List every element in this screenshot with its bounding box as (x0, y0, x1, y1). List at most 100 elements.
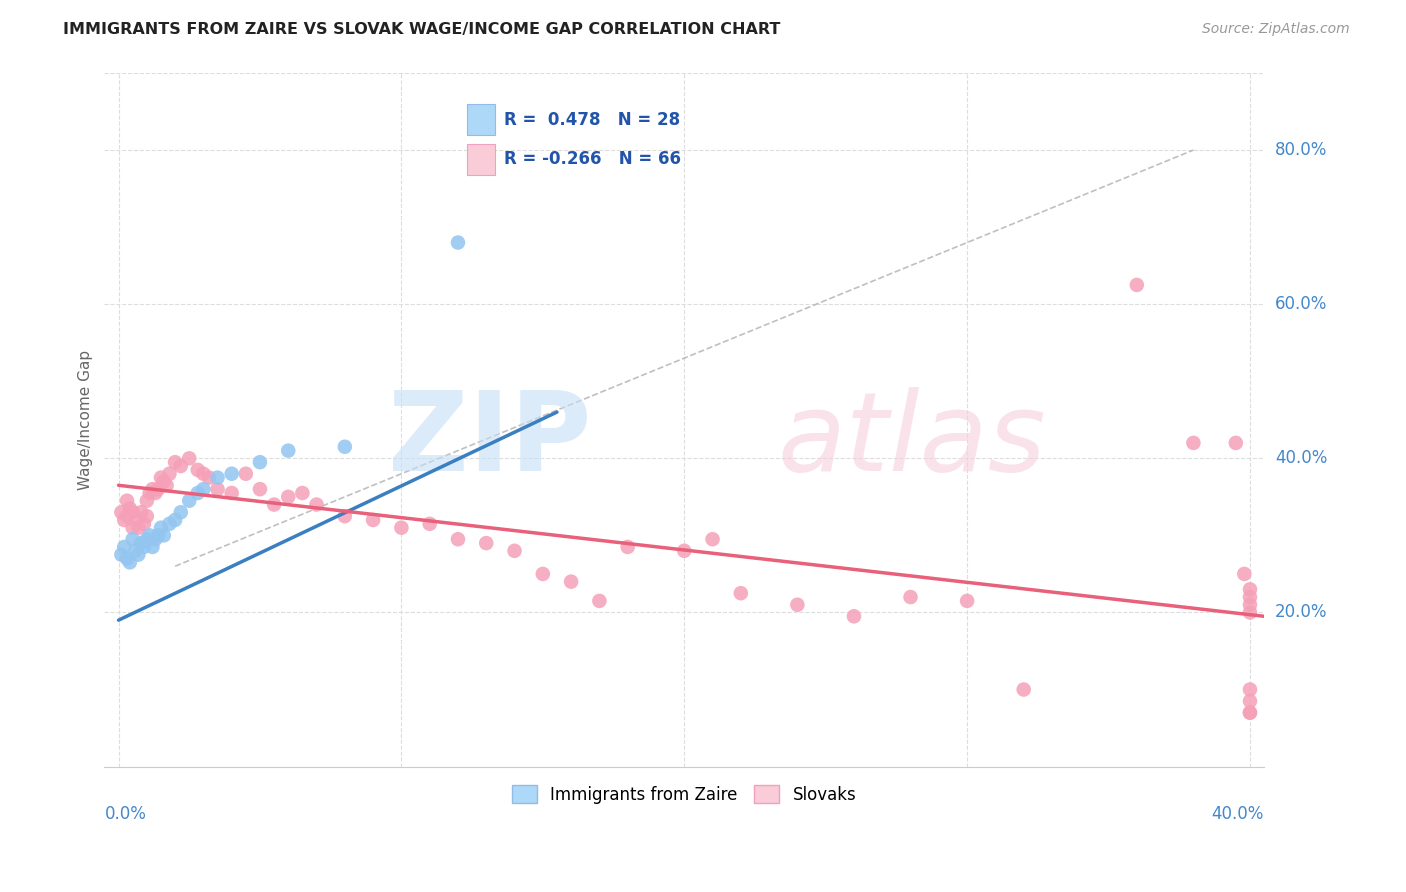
Point (118, 555, 141, 569)
Point (112, 540, 135, 554)
Point (187, 486, 209, 500)
Text: 60.0%: 60.0% (1275, 295, 1327, 313)
Text: ZIP: ZIP (388, 387, 592, 494)
Point (121, 521, 143, 535)
Point (179, 451, 201, 466)
Point (333, 509, 356, 524)
Point (842, 609, 865, 624)
Point (277, 490, 299, 504)
Point (447, 235, 470, 250)
Point (389, 521, 412, 535)
Point (1239, 606, 1261, 620)
Point (118, 501, 141, 516)
Point (179, 493, 201, 508)
Text: 40.0%: 40.0% (1275, 450, 1327, 467)
Legend: Immigrants from Zaire, Slovaks: Immigrants from Zaire, Slovaks (505, 779, 863, 810)
Point (115, 493, 138, 508)
Point (146, 528, 169, 542)
Text: IMMIGRANTS FROM ZAIRE VS SLOVAK WAGE/INCOME GAP CORRELATION CHART: IMMIGRANTS FROM ZAIRE VS SLOVAK WAGE/INC… (63, 22, 780, 37)
Text: atlas: atlas (778, 387, 1046, 494)
Point (673, 543, 696, 558)
Point (475, 536, 498, 550)
Point (305, 498, 328, 512)
Point (187, 463, 209, 477)
Point (149, 470, 172, 484)
Text: 20.0%: 20.0% (1275, 604, 1327, 622)
Point (193, 482, 215, 496)
Point (124, 513, 146, 527)
Point (115, 509, 138, 524)
Point (132, 540, 155, 554)
Text: 80.0%: 80.0% (1275, 141, 1327, 159)
Point (956, 594, 979, 608)
Point (1233, 566, 1256, 581)
Point (124, 543, 146, 558)
Text: 0.0%: 0.0% (104, 805, 146, 823)
Text: Source: ZipAtlas.com: Source: ZipAtlas.com (1202, 22, 1350, 37)
Point (121, 505, 143, 519)
Point (121, 533, 143, 547)
Point (135, 533, 157, 547)
Point (221, 486, 243, 500)
Point (249, 482, 271, 496)
Point (277, 443, 299, 458)
Point (1239, 582, 1261, 597)
Point (110, 548, 132, 562)
Point (193, 467, 215, 481)
Point (235, 467, 257, 481)
Point (531, 566, 554, 581)
Y-axis label: Wage/Income Gap: Wage/Income Gap (79, 350, 93, 490)
Point (1239, 706, 1261, 720)
Point (560, 574, 582, 589)
Point (127, 521, 149, 535)
Point (112, 513, 135, 527)
Point (207, 482, 229, 496)
Point (1225, 436, 1247, 450)
Point (127, 548, 149, 562)
Point (503, 543, 526, 558)
Point (291, 486, 314, 500)
Point (143, 486, 166, 500)
Point (221, 467, 243, 481)
Point (1239, 682, 1261, 697)
Point (198, 470, 221, 484)
Point (110, 505, 132, 519)
Point (149, 521, 172, 535)
Point (129, 505, 152, 519)
Point (155, 478, 177, 492)
Point (138, 528, 160, 542)
Point (447, 533, 470, 547)
Point (786, 598, 808, 612)
Point (1126, 277, 1149, 292)
Point (129, 536, 152, 550)
Text: 40.0%: 40.0% (1212, 805, 1264, 823)
Point (207, 470, 229, 484)
Point (135, 509, 157, 524)
Point (1239, 598, 1261, 612)
Point (1182, 436, 1205, 450)
Point (702, 533, 724, 547)
Point (170, 505, 193, 519)
Point (1239, 694, 1261, 708)
Point (152, 475, 174, 489)
Point (146, 482, 169, 496)
Point (132, 516, 155, 531)
Point (141, 540, 163, 554)
Point (115, 551, 138, 566)
Point (1239, 590, 1261, 604)
Point (588, 594, 610, 608)
Point (249, 455, 271, 469)
Point (159, 516, 181, 531)
Point (159, 467, 181, 481)
Point (138, 486, 160, 500)
Point (143, 533, 166, 547)
Point (135, 493, 157, 508)
Point (616, 540, 638, 554)
Point (263, 498, 285, 512)
Point (361, 513, 384, 527)
Point (141, 482, 163, 496)
Point (730, 586, 752, 600)
Point (419, 516, 441, 531)
Point (333, 440, 356, 454)
Point (152, 528, 174, 542)
